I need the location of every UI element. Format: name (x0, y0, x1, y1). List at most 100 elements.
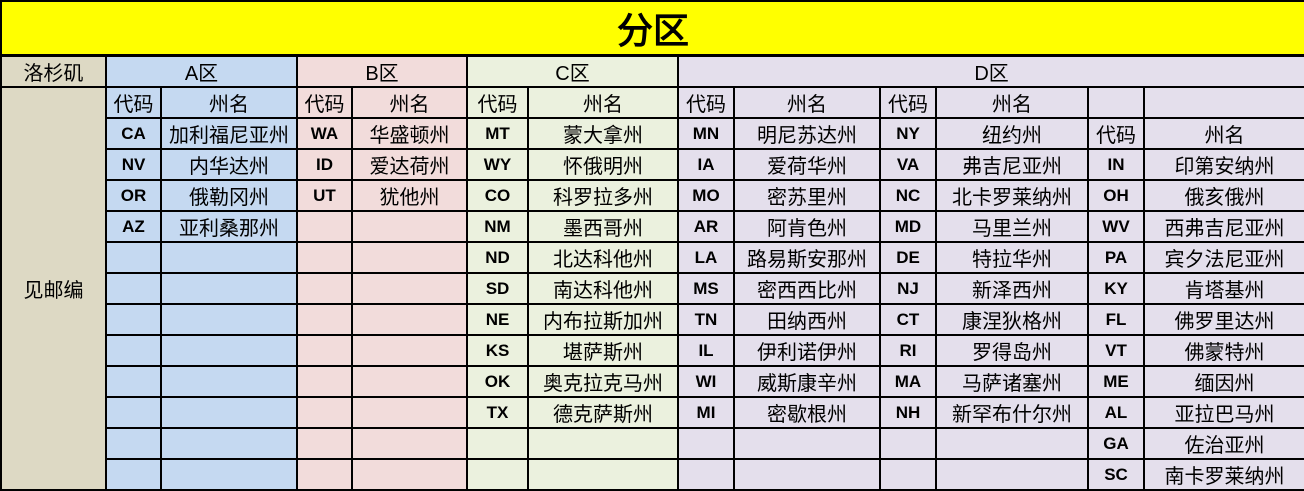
empty-cell[interactable] (296, 365, 353, 398)
note-cell[interactable]: 见邮编 (0, 86, 107, 491)
state-name-cell[interactable]: 纽约州 (935, 117, 1089, 150)
state-header-cell[interactable]: 州名 (935, 86, 1089, 119)
state-code-cell[interactable]: IL (677, 334, 735, 367)
empty-cell[interactable] (160, 303, 298, 336)
state-name-cell[interactable]: 佐治亚州 (1142, 427, 1304, 460)
empty-cell[interactable] (351, 241, 468, 274)
state-name-cell[interactable]: 马里兰州 (935, 210, 1089, 243)
empty-cell[interactable] (105, 334, 162, 367)
state-code-cell[interactable]: WA (296, 117, 353, 150)
empty-cell[interactable] (105, 365, 162, 398)
state-code-cell[interactable]: MO (677, 179, 735, 212)
empty-cell[interactable] (466, 427, 529, 460)
state-code-cell[interactable]: FL (1087, 303, 1145, 336)
empty-cell[interactable] (351, 272, 468, 305)
code-header-cell[interactable]: 代码 (879, 86, 937, 119)
state-code-cell[interactable]: RI (879, 334, 937, 367)
state-name-cell[interactable]: 亚拉巴马州 (1142, 396, 1304, 429)
zone-a-header-cell[interactable]: A区 (105, 54, 298, 88)
empty-cell[interactable] (733, 427, 881, 460)
state-name-cell[interactable]: 内布拉斯加州 (527, 303, 679, 336)
zone-d-header-cell[interactable]: D区 (676, 54, 1304, 88)
title-cell[interactable]: 分区 (0, 0, 1304, 57)
zone-c-header-cell[interactable]: C区 (466, 54, 679, 88)
state-code-cell[interactable]: CA (105, 117, 162, 150)
empty-cell[interactable] (296, 303, 353, 336)
state-name-cell[interactable]: 怀俄明州 (527, 148, 679, 181)
state-name-cell[interactable]: 墨西哥州 (527, 210, 679, 243)
empty-cell[interactable] (296, 210, 353, 243)
code-header-cell[interactable]: 代码 (296, 86, 353, 119)
state-code-cell[interactable]: IN (1087, 148, 1145, 181)
state-header-cell[interactable]: 州名 (1142, 117, 1304, 150)
state-name-cell[interactable]: 北卡罗莱纳州 (935, 179, 1089, 212)
code-header-cell[interactable]: 代码 (1087, 117, 1145, 150)
state-code-cell[interactable]: TX (466, 396, 529, 429)
state-name-cell[interactable]: 南达科他州 (527, 272, 679, 305)
empty-cell[interactable] (105, 396, 162, 429)
state-code-cell[interactable]: CO (466, 179, 529, 212)
state-code-cell[interactable]: MA (879, 365, 937, 398)
empty-cell[interactable] (105, 427, 162, 460)
state-code-cell[interactable]: CT (879, 303, 937, 336)
empty-cell[interactable] (160, 365, 298, 398)
state-code-cell[interactable]: TN (677, 303, 735, 336)
state-name-cell[interactable]: 亚利桑那州 (160, 210, 298, 243)
state-code-cell[interactable]: LA (677, 241, 735, 274)
empty-cell[interactable] (677, 427, 735, 460)
state-name-cell[interactable]: 新罕布什尔州 (935, 396, 1089, 429)
state-name-cell[interactable]: 缅因州 (1142, 365, 1304, 398)
state-name-cell[interactable]: 特拉华州 (935, 241, 1089, 274)
state-name-cell[interactable]: 佛蒙特州 (1142, 334, 1304, 367)
empty-cell[interactable] (296, 396, 353, 429)
state-name-cell[interactable]: 田纳西州 (733, 303, 881, 336)
empty-cell[interactable] (351, 396, 468, 429)
empty-cell[interactable] (160, 241, 298, 274)
empty-cell[interactable] (1087, 86, 1145, 119)
state-name-cell[interactable]: 华盛顿州 (351, 117, 468, 150)
empty-cell[interactable] (296, 272, 353, 305)
code-header-cell[interactable]: 代码 (466, 86, 529, 119)
empty-cell[interactable] (879, 427, 937, 460)
empty-cell[interactable] (160, 334, 298, 367)
state-name-cell[interactable]: 俄亥俄州 (1142, 179, 1304, 212)
state-name-cell[interactable]: 犹他州 (351, 179, 468, 212)
state-name-cell[interactable]: 阿肯色州 (733, 210, 881, 243)
state-code-cell[interactable]: MT (466, 117, 529, 150)
empty-cell[interactable] (351, 303, 468, 336)
state-name-cell[interactable]: 罗得岛州 (935, 334, 1089, 367)
state-code-cell[interactable]: WV (1087, 210, 1145, 243)
state-name-cell[interactable]: 西弗吉尼亚州 (1142, 210, 1304, 243)
state-name-cell[interactable]: 密苏里州 (733, 179, 881, 212)
state-header-cell[interactable]: 州名 (733, 86, 881, 119)
state-code-cell[interactable]: VT (1087, 334, 1145, 367)
empty-cell[interactable] (105, 241, 162, 274)
state-header-cell[interactable]: 州名 (527, 86, 679, 119)
state-name-cell[interactable]: 康涅狄格州 (935, 303, 1089, 336)
state-code-cell[interactable]: NC (879, 179, 937, 212)
state-name-cell[interactable]: 明尼苏达州 (733, 117, 881, 150)
state-name-cell[interactable]: 加利福尼亚州 (160, 117, 298, 150)
empty-cell[interactable] (935, 427, 1089, 460)
state-code-cell[interactable]: KS (466, 334, 529, 367)
empty-cell[interactable] (105, 303, 162, 336)
state-name-cell[interactable]: 密歇根州 (733, 396, 881, 429)
state-name-cell[interactable]: 科罗拉多州 (527, 179, 679, 212)
state-name-cell[interactable]: 爱达荷州 (351, 148, 468, 181)
empty-cell[interactable] (296, 241, 353, 274)
empty-cell[interactable] (351, 334, 468, 367)
state-name-cell[interactable]: 奥克拉克马州 (527, 365, 679, 398)
empty-cell[interactable] (105, 272, 162, 305)
state-code-cell[interactable]: NJ (879, 272, 937, 305)
state-code-cell[interactable]: KY (1087, 272, 1145, 305)
state-name-cell[interactable]: 马萨诸塞州 (935, 365, 1089, 398)
state-code-cell[interactable]: NE (466, 303, 529, 336)
state-code-cell[interactable]: MN (677, 117, 735, 150)
empty-cell[interactable] (160, 396, 298, 429)
state-name-cell[interactable]: 德克萨斯州 (527, 396, 679, 429)
state-code-cell[interactable]: SD (466, 272, 529, 305)
state-code-cell[interactable]: OK (466, 365, 529, 398)
state-code-cell[interactable]: MI (677, 396, 735, 429)
empty-cell[interactable] (160, 272, 298, 305)
state-code-cell[interactable]: MD (879, 210, 937, 243)
